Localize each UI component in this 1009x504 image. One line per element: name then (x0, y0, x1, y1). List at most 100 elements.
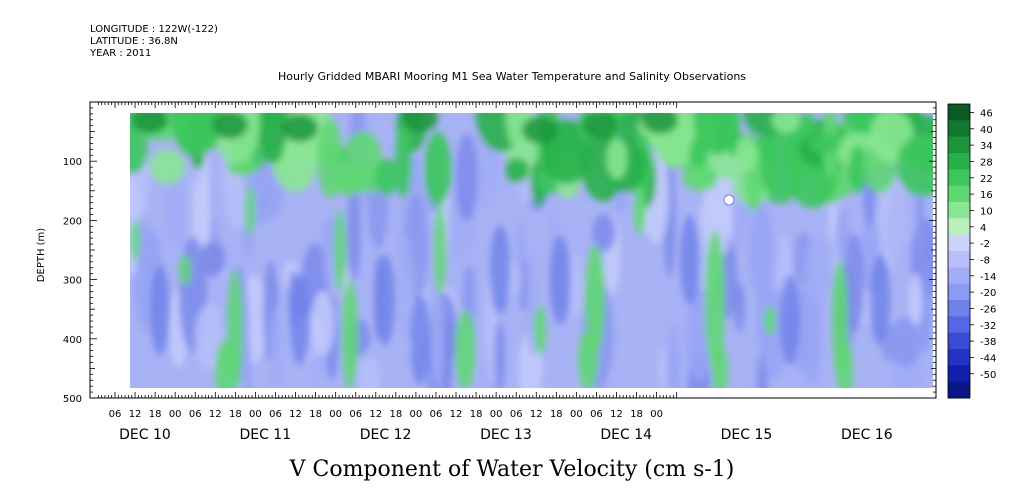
x-hour-label: 12 (450, 409, 463, 420)
field-blob (550, 235, 570, 325)
colorbar-label: -32 (980, 321, 996, 332)
field-blob (179, 255, 191, 285)
colorbar-swatch (948, 234, 970, 252)
colorbar-swatch (948, 153, 970, 170)
colorbar-swatch (948, 251, 970, 268)
field-blob (317, 118, 343, 199)
colorbar-label: -26 (980, 304, 996, 315)
colorbar-swatch (948, 120, 970, 138)
field-blob (455, 310, 475, 388)
colorbar-label: -38 (980, 337, 996, 348)
field-blob (522, 116, 558, 144)
field-blob (836, 206, 851, 259)
x-hour-label: 18 (309, 409, 322, 420)
x-hour-label: 18 (470, 409, 483, 420)
x-hour-label: 06 (189, 409, 202, 420)
field-blob (505, 113, 529, 149)
field-blob (837, 340, 853, 388)
field-blob (606, 138, 628, 180)
field-blob (431, 288, 444, 388)
colorbar-label: 16 (980, 190, 993, 201)
colorbar-label: 10 (980, 206, 993, 217)
colorbar-label: -2 (980, 239, 990, 250)
colorbar-swatch (948, 218, 970, 236)
field-blob (165, 172, 186, 251)
colorbar-swatch (948, 300, 970, 317)
field-blob (324, 245, 334, 287)
field-blob (804, 237, 832, 306)
y-tick-label: 200 (63, 216, 82, 227)
field-blob (282, 114, 318, 142)
field-blob (374, 158, 399, 196)
field-blob (505, 157, 529, 183)
y-tick-label: 300 (63, 276, 82, 287)
field-blob (578, 330, 598, 388)
field-blob (259, 113, 287, 165)
field-blob (908, 273, 923, 326)
x-hour-label: 18 (630, 409, 643, 420)
colorbar-swatch (948, 381, 970, 399)
field-blob (358, 356, 382, 388)
colorbar-label: 28 (980, 157, 993, 168)
colorbar-label: 46 (980, 108, 993, 119)
field-blob (764, 305, 776, 335)
field-blob (713, 150, 739, 180)
field-blob (455, 133, 478, 222)
x-day-labels: DEC 10 DEC 11 DEC 12 DEC 13 DEC 14 DEC 15 DEC … (119, 427, 893, 443)
field-blob (667, 324, 680, 388)
field-blob (634, 185, 646, 235)
field-blob (517, 217, 526, 303)
x-hour-label: 12 (289, 409, 302, 420)
colorbar-swatch (948, 185, 970, 203)
colorbar-label: 4 (980, 223, 986, 234)
x-day-label: DEC 15 (721, 427, 773, 443)
field-blob (702, 172, 733, 260)
colorbar-swatch (948, 316, 970, 334)
x-hour-label: 18 (149, 409, 162, 420)
field-blob (334, 210, 346, 290)
x-day-label: DEC 12 (360, 427, 412, 443)
colorbar-label: 40 (980, 125, 993, 136)
missing-data-spot (723, 194, 735, 206)
chart-title: Hourly Gridded MBARI Mooring M1 Sea Wate… (278, 70, 746, 83)
x-day-label: DEC 14 (600, 427, 652, 443)
field-blob (290, 275, 310, 365)
field-blob (682, 164, 718, 191)
colorbar-swatch (948, 202, 970, 219)
field-blob (748, 203, 774, 303)
colorbar-frame (947, 103, 971, 399)
x-axis-title: V Component of Water Velocity (cm s-1) (289, 457, 735, 482)
x-hour-label: 12 (530, 409, 543, 420)
x-hour-label: 18 (389, 409, 402, 420)
heatmap-field (130, 113, 933, 388)
field-blob (870, 255, 890, 345)
latitude-label: LATITUDE : 36.8N (90, 36, 178, 47)
x-hour-label: 06 (269, 409, 282, 420)
field-blob (592, 213, 616, 252)
field-blob (689, 136, 708, 173)
x-day-label: DEC 16 (841, 427, 893, 443)
x-hour-label: 00 (410, 409, 423, 420)
x-hour-label: 00 (249, 409, 262, 420)
axis-ticks (90, 101, 936, 399)
field-blob (809, 133, 841, 154)
colorbar-label: -44 (980, 353, 996, 364)
x-hour-label: 06 (510, 409, 523, 420)
field-blob (771, 113, 800, 133)
colorbar-swatch (948, 136, 970, 154)
colorbar-label: -20 (980, 288, 996, 299)
y-tick-labels: 100 200 300 400 500 (63, 157, 82, 405)
colorbar: 46 40 34 28 22 16 10 4 -2 -8 -14 -20 -26 -32 -38 -44 -50 (947, 103, 996, 399)
field-blob (571, 253, 583, 319)
x-day-label: DEC 11 (239, 427, 291, 443)
field-blob (890, 316, 921, 367)
longitude-label: LONGITUDE : 122W(-122) (90, 24, 218, 35)
x-hour-label: 06 (109, 409, 122, 420)
field-blob (780, 275, 800, 365)
field-blob (490, 225, 510, 315)
field-blob (199, 240, 226, 277)
x-hour-label: 12 (129, 409, 142, 420)
year-label: YEAR : 2011 (90, 48, 152, 59)
field-blob (132, 113, 168, 134)
